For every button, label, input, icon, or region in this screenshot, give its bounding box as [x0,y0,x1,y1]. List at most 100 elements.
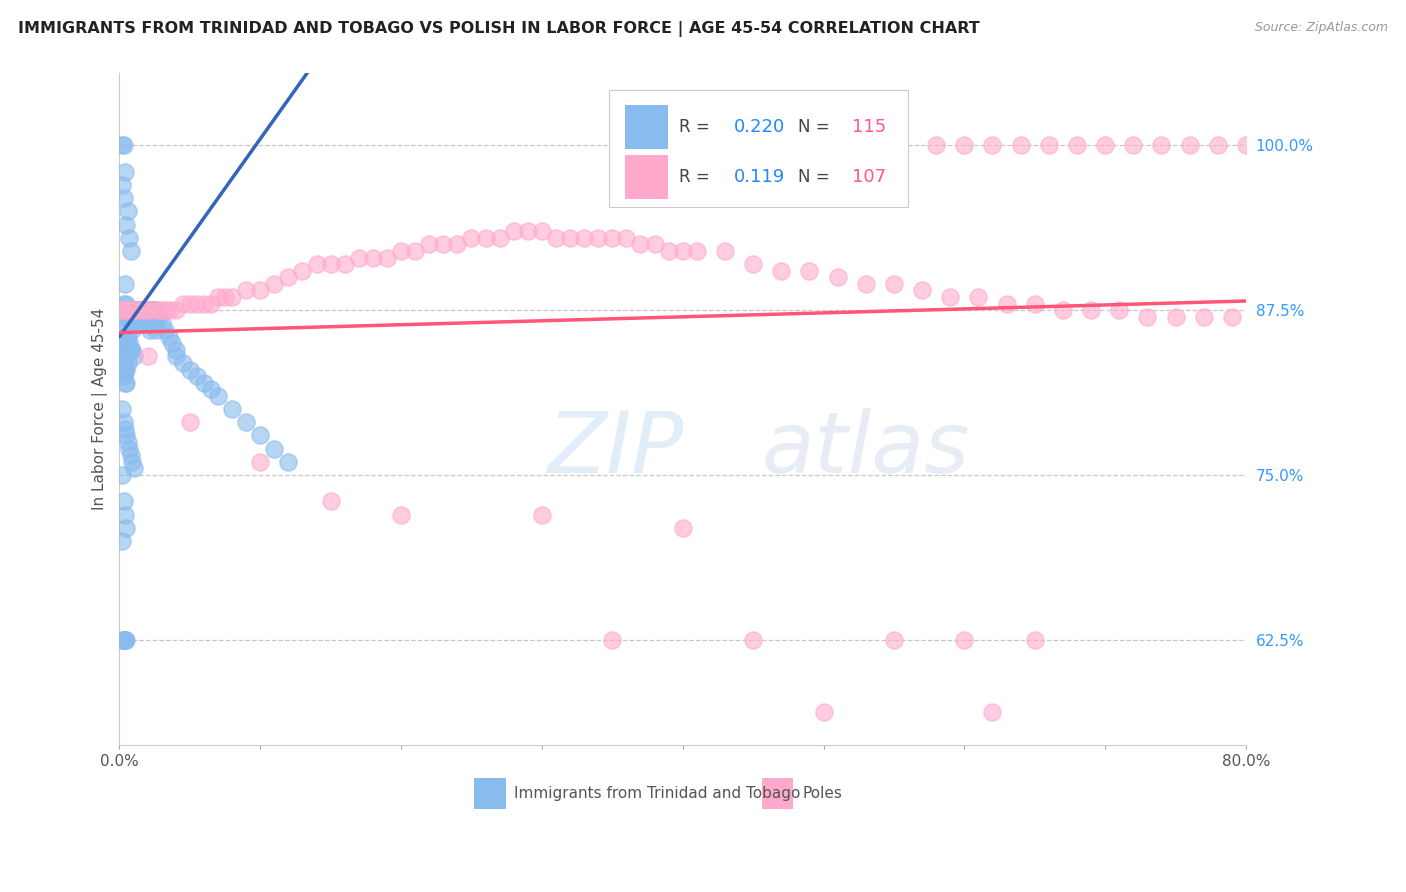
Text: R =: R = [679,169,720,186]
Point [686,244,709,258]
Point [115,350,138,364]
Point [572,231,595,245]
Point [114,632,136,647]
Text: ZIP: ZIP [547,408,683,491]
Point [111,178,134,192]
Point [1108,303,1130,318]
Text: 0.119: 0.119 [734,169,785,186]
Point [135,303,157,318]
Point [114,277,136,291]
Point [120,343,142,357]
Point [159,303,181,318]
Point [112,296,135,310]
Point [165,350,187,364]
Point [186,296,208,310]
Point [111,303,134,318]
Point [115,329,138,343]
Point [112,632,135,647]
Point [558,231,581,245]
Point [291,263,314,277]
Point [142,317,165,331]
Point [141,303,163,318]
Point [911,284,934,298]
Point [389,508,412,522]
Point [193,296,215,310]
Point [600,231,623,245]
Text: IMMIGRANTS FROM TRINIDAD AND TOBAGO VS POLISH IN LABOR FORCE | AGE 45-54 CORRELA: IMMIGRANTS FROM TRINIDAD AND TOBAGO VS P… [18,21,980,37]
Point [121,343,143,357]
Point [742,632,765,647]
Point [995,296,1018,310]
Point [115,632,138,647]
Point [474,231,496,245]
Point [172,356,194,370]
Text: Source: ZipAtlas.com: Source: ZipAtlas.com [1254,21,1388,35]
Point [263,277,285,291]
Point [516,224,538,238]
Point [600,632,623,647]
Text: atlas: atlas [762,408,970,491]
Point [235,284,257,298]
Point [614,231,637,245]
Point [129,303,152,318]
Point [115,428,138,442]
FancyBboxPatch shape [626,155,668,199]
Point [135,310,157,324]
Point [111,350,134,364]
Point [981,138,1004,153]
Point [446,237,468,252]
Point [111,362,134,376]
Point [375,251,398,265]
Point [120,448,142,462]
Point [142,303,165,318]
Point [117,310,139,324]
Point [207,290,229,304]
Point [111,402,134,417]
Point [200,382,222,396]
Point [953,138,976,153]
Point [389,244,412,258]
Point [1192,310,1215,324]
Point [249,428,271,442]
Point [404,244,426,258]
Point [155,303,177,318]
Point [883,632,905,647]
Point [114,303,136,318]
Point [148,303,170,318]
Point [114,422,136,436]
Point [141,317,163,331]
Point [488,231,510,245]
Point [125,303,148,318]
Point [114,165,136,179]
Point [138,317,160,331]
Point [347,251,370,265]
Point [179,362,201,376]
Point [136,303,159,318]
Point [460,231,482,245]
Point [120,244,142,258]
Point [145,323,167,337]
Point [125,310,148,324]
Point [134,303,156,318]
Point [883,138,905,153]
FancyBboxPatch shape [609,90,908,208]
Point [813,705,835,719]
Point [118,231,141,245]
Y-axis label: In Labor Force | Age 45-54: In Labor Force | Age 45-54 [93,308,108,510]
Point [131,317,153,331]
Point [134,303,156,318]
Point [129,303,152,318]
Point [145,303,167,318]
Point [138,303,160,318]
Point [1164,310,1187,324]
Point [544,231,567,245]
Point [1150,138,1173,153]
Point [502,224,524,238]
Point [117,329,139,343]
Point [319,257,342,271]
Point [124,303,146,318]
Point [122,303,145,318]
Point [672,244,695,258]
Point [112,343,135,357]
Point [122,303,145,318]
